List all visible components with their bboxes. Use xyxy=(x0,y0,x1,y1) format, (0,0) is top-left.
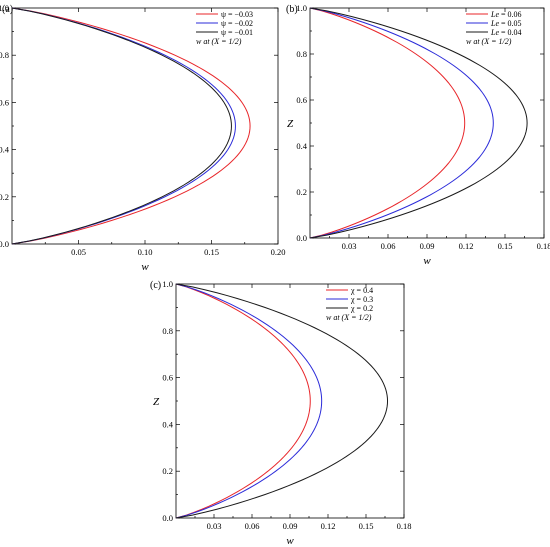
legend-entry: ψ = −0.03 xyxy=(221,10,253,19)
series-line-1 xyxy=(175,283,311,519)
y-tick-label: 0.8 xyxy=(162,326,173,336)
y-tick-label: 1.0 xyxy=(296,3,307,13)
legend-entry: χ = 0.3 xyxy=(350,295,373,304)
legend-note: w at (X = 1/2) xyxy=(466,37,512,46)
y-tick-label: 0.6 xyxy=(162,373,173,383)
x-tick-label: 0.09 xyxy=(420,241,435,251)
x-tick-label: 0.03 xyxy=(207,521,222,531)
x-tick-label: 0.15 xyxy=(204,247,219,257)
series-line-1 xyxy=(11,7,251,245)
x-tick-label: 0.10 xyxy=(138,247,153,257)
y-tick-label: 0.4 xyxy=(162,419,173,429)
panel-label: (b) xyxy=(286,4,298,15)
y-tick-label: 0.2 xyxy=(296,187,307,197)
panel-label: (c) xyxy=(150,280,161,291)
x-tick-label: 0.18 xyxy=(537,241,550,251)
legend-note: w at (X = 1/2) xyxy=(326,313,372,322)
x-axis-title: w xyxy=(286,535,294,547)
series-line-2 xyxy=(309,7,494,239)
x-tick-label: 0.20 xyxy=(271,247,286,257)
chart-panel-c: (c) 0.03 0.06 0.09 0.12 0.15 0.18 0.0 0.2 0.4 0.6 0… xyxy=(150,279,411,547)
x-tick-label: 0.05 xyxy=(71,247,86,257)
y-tick-label: 0.4 xyxy=(296,141,307,151)
y-tick-label: 0.4 xyxy=(0,145,10,155)
y-tick-label: 0.2 xyxy=(0,192,9,202)
x-tick-label: 0.06 xyxy=(245,521,260,531)
series-line-3 xyxy=(309,7,528,239)
chart-panel-b: (b) 0.03 0.06 0.09 0.12 0.15 0.18 0.0 0.2 0.4 0.6 0… xyxy=(286,3,550,267)
x-tick-label: 0.09 xyxy=(283,521,298,531)
x-tick-label: 0.12 xyxy=(321,521,336,531)
y-tick-label: 0.2 xyxy=(162,466,173,476)
series-line-2 xyxy=(175,283,323,519)
y-tick-label: 0.8 xyxy=(296,49,307,59)
legend-entry: Le = 0.04 xyxy=(490,28,522,37)
series-line-1 xyxy=(309,7,466,239)
y-axis-title: Z xyxy=(153,396,160,408)
y-tick-label: 1.0 xyxy=(162,279,173,289)
panel-label: (a) xyxy=(2,4,13,15)
series-line-3 xyxy=(175,283,389,519)
legend-entry: Le = 0.06 xyxy=(490,10,522,19)
x-tick-label: 0.06 xyxy=(381,241,396,251)
y-tick-label: 1.0 xyxy=(0,3,9,13)
x-tick-label: 0.12 xyxy=(459,241,474,251)
chart-panel-a: (a)0.050.100.150.200.00.20.40.60.81.0wZψ… xyxy=(0,3,285,273)
x-tick-label: 0.15 xyxy=(359,521,374,531)
y-tick-label: 0.6 xyxy=(0,97,9,107)
y-axis-title: Z xyxy=(287,118,294,130)
x-tick-label: 0.18 xyxy=(397,521,412,531)
legend-entry: ψ = −0.02 xyxy=(221,19,253,28)
legend-entry: χ = 0.4 xyxy=(350,286,373,295)
legend-entry: χ = 0.2 xyxy=(350,304,373,313)
y-tick-label: 0.0 xyxy=(162,513,173,523)
legend-entry: ψ = −0.01 xyxy=(221,28,253,37)
y-tick-label: 0.6 xyxy=(296,95,307,105)
y-tick-label: 0.8 xyxy=(0,50,9,60)
series-line-2 xyxy=(11,7,236,245)
x-tick-label: 0.15 xyxy=(498,241,513,251)
x-axis-title: w xyxy=(423,255,431,267)
y-tick-label: 0.0 xyxy=(0,239,9,249)
x-axis-title: w xyxy=(141,261,149,273)
x-tick-label: 0.03 xyxy=(342,241,357,251)
legend-entry: Le = 0.05 xyxy=(490,19,522,28)
legend-note: w at (X = 1/2) xyxy=(196,37,242,46)
y-tick-label: 0.0 xyxy=(296,233,307,243)
series-line-3 xyxy=(11,7,232,245)
